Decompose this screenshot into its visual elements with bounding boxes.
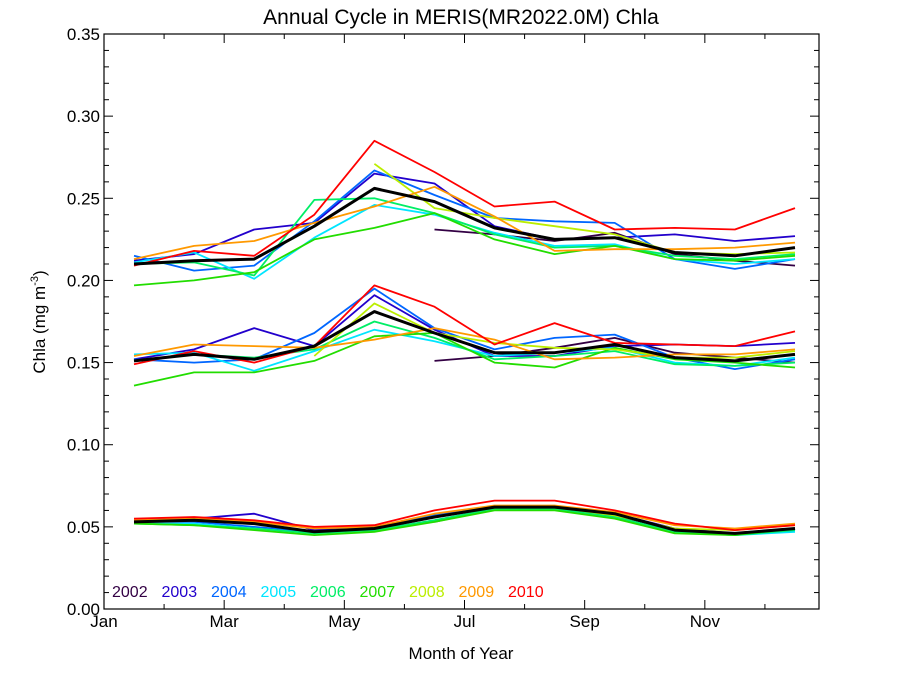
y-axis: 0.00 0.05 0.10 0.15 0.20 0.25 0.30 0.35: [67, 25, 819, 619]
legend-item-2005: 2005: [261, 584, 297, 601]
series-2009-middle-line: [133, 327, 796, 361]
x-axis: Jan Mar May Jul Sep Nov: [90, 34, 766, 631]
y-tick-label: 0.35: [67, 25, 100, 44]
legend-item-2006: 2006: [310, 584, 346, 601]
y-tick-label: 0.30: [67, 107, 100, 126]
legend: 2002 2003 2004 2005 2006 2007 2008 2009 2010: [112, 584, 544, 601]
series-2009-lower-line: [133, 504, 796, 530]
x-tick-label: Jul: [454, 612, 476, 631]
series-2007-middle-line: [133, 332, 796, 387]
y-tick-label: 0.25: [67, 189, 100, 208]
legend-item-2003: 2003: [162, 584, 198, 601]
x-tick-label: Sep: [570, 612, 600, 631]
x-tick-label: Mar: [210, 612, 240, 631]
series-2003-middle-line: [133, 294, 796, 361]
y-tick-label: 0.10: [67, 436, 100, 455]
series-mean-upper-line: [133, 186, 796, 266]
y-axis-label: Chla (mg m-3): [29, 270, 49, 373]
legend-item-2008: 2008: [409, 584, 445, 601]
series-2006-lower-line: [133, 507, 796, 536]
legend-item-2002: 2002: [112, 584, 148, 601]
series-2008-middle-line: [313, 302, 796, 359]
x-tick-label: May: [328, 612, 361, 631]
chart-title: Annual Cycle in MERIS(MR2022.0M) Chla: [263, 6, 659, 29]
series-2010-lower-line: [133, 499, 796, 531]
plot-frame: [103, 33, 820, 610]
series-mean-middle-line: [133, 310, 796, 363]
series-2003-upper-line: [133, 172, 796, 262]
x-tick-label: Nov: [690, 612, 721, 631]
legend-item-2010: 2010: [508, 584, 544, 601]
y-tick-label: 0.15: [67, 354, 100, 373]
series-mean-lower-line: [133, 505, 796, 535]
series-2010-upper-line: [133, 139, 796, 267]
series-2010-middle-line: [133, 284, 796, 366]
y-tick-label: 0.05: [67, 518, 100, 537]
series-2009-upper-line: [133, 185, 796, 260]
series-lines: [133, 139, 796, 536]
x-axis-label: Month of Year: [409, 644, 514, 663]
y-tick-label: 0.20: [67, 271, 100, 290]
legend-item-2009: 2009: [459, 584, 495, 601]
series-2007-upper-line: [133, 212, 796, 287]
legend-item-2007: 2007: [360, 584, 396, 601]
series-2007-lower-line: [133, 509, 796, 536]
legend-item-2004: 2004: [211, 584, 247, 601]
x-tick-label: Jan: [90, 612, 117, 631]
y-tick-label: 0.00: [67, 600, 100, 619]
